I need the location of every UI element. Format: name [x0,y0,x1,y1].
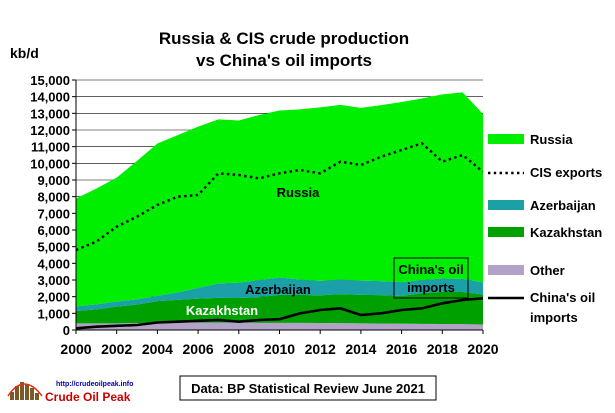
legend-label-russia: Russia [530,132,573,147]
annotation-china-box [393,257,469,299]
annotation-china-line-1: China's oil [398,262,463,277]
y-axis-label: kb/d [10,45,39,61]
y-tick-label-10: 10,000 [30,156,70,171]
logo-name: Crude Oil Peak [45,390,131,404]
y-tick-label-1: 1,000 [37,306,70,321]
y-tick-label-5: 5,000 [37,240,70,255]
x-tick-labels: 2000 2002 2004 2006 2008 2010 2012 2014 2016 2018… [60,330,499,357]
area-other [76,322,483,330]
legend-label-china-imports-line-1: China's oil [530,290,595,305]
x-tick-label-9: 2018 [427,341,458,357]
x-tick-label-5: 2010 [264,341,295,357]
logo-icon-bar-6 [35,393,39,400]
annotation-china-line-2: imports [407,280,455,295]
legend-swatch-azerbaijan [488,200,524,210]
legend-label-kazakhstan: Kazakhstan [530,225,602,240]
x-tick-label-0: 2000 [60,341,91,357]
source-note-box [179,375,437,401]
y-tick-label-7: 7,000 [37,206,70,221]
stacked-areas [76,92,483,330]
legend-label-cis-exports: CIS exports [530,165,602,180]
y-tick-label-6: 6,000 [37,223,70,238]
logo-icon-bar-1 [10,392,14,400]
legend: Russia CIS exports Azerbaijan Kazakhstan… [488,132,602,325]
x-tick-label-4: 2008 [223,341,254,357]
crude-oil-peak-logo: http://crudeoilpeak.info Crude Oil Peak [7,381,133,404]
annotation-russia: Russia [277,185,320,200]
line-china-s-oil-imports [75,297,484,330]
y-tick-label-13: 13,000 [30,106,70,121]
legend-label-china-imports-line-2: imports [530,310,578,325]
x-tick-label-3: 2006 [183,341,214,357]
y-tick-label-15: 15,000 [30,73,70,88]
area-kazakhstan [76,291,483,325]
y-tick-label-4: 4,000 [37,256,70,271]
legend-label-azerbaijan: Azerbaijan [530,198,596,213]
legend-swatch-other [488,265,524,275]
x-tick-label-8: 2016 [386,341,417,357]
chart-title-line-2: vs China's oil imports [196,51,372,70]
source-note: Data: BP Statistical Review June 2021 [191,381,425,396]
logo-icon-bar-2 [15,386,19,400]
x-tick-label-1: 2002 [101,341,132,357]
area-azerbaijan [76,277,483,311]
y-tick-label-8: 8,000 [37,190,70,205]
logo-icon-bar-3 [20,382,24,400]
x-tick-label-6: 2012 [305,341,336,357]
legend-label-other: Other [530,263,565,278]
legend-swatch-kazakhstan [488,227,524,237]
overlay-lines [75,141,484,330]
chart-title-line-1: Russia & CIS crude production [159,29,409,48]
y-tick-label-2: 2,000 [37,290,70,305]
y-tick-label-12: 12,000 [30,123,70,138]
y-tick-label-9: 9,000 [37,173,70,188]
logo-icon-bar-4 [25,384,29,400]
logo-peak-curve [7,383,43,397]
area-russia [76,92,483,307]
line-cis-exports [75,141,484,252]
y-tick-label-14: 14,000 [30,90,70,105]
y-tick-label-3: 3,000 [37,273,70,288]
logo-icon-bar-5 [30,388,34,400]
x-tick-label-10: 2020 [467,341,498,357]
x-tick-label-2: 2004 [142,341,173,357]
y-tick-label-0: 0 [63,323,70,338]
annotation-azerbaijan: Azerbaijan [245,282,311,297]
annotation-kazakhstan: Kazakhstan [186,303,258,318]
y-tick-label-11: 11,000 [31,140,70,155]
x-tick-label-7: 2014 [345,341,376,357]
legend-swatch-russia [488,134,524,144]
logo-url: http://crudeoilpeak.info [56,381,133,388]
